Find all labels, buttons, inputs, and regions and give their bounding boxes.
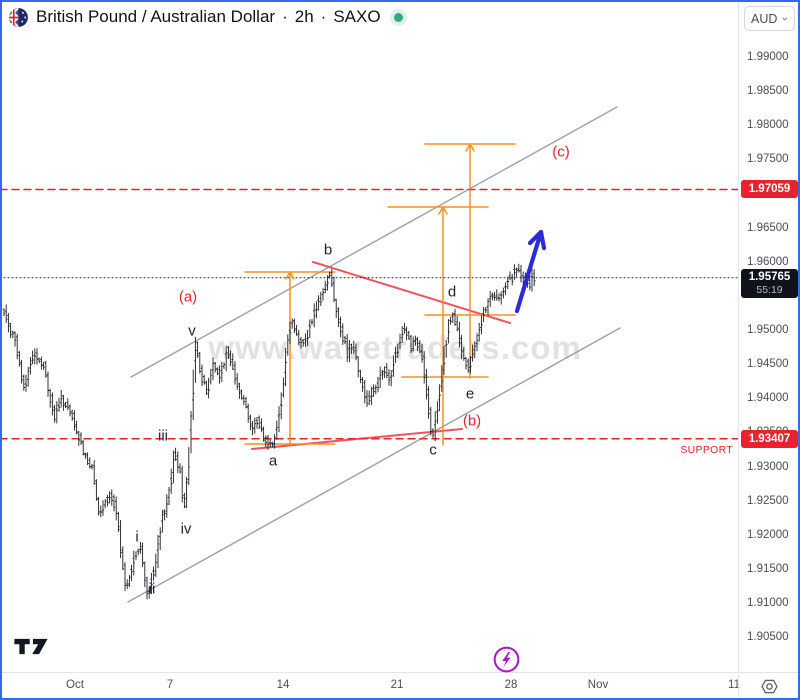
red-trend-lines <box>251 261 511 450</box>
price-tick: 1.96500 <box>747 222 789 234</box>
measurement-lines <box>244 143 516 446</box>
level-badge-support: 1.93407 <box>741 430 798 448</box>
price-tick: 1.92500 <box>747 495 789 507</box>
price-tick: 1.91500 <box>747 563 789 575</box>
level-badge-upper: 1.97059 <box>741 180 798 198</box>
price-tick: 1.97500 <box>747 153 789 165</box>
watermark: www.wavetraders.com <box>208 329 582 366</box>
time-tick: Nov <box>587 679 609 691</box>
chart-canvas[interactable] <box>0 0 738 672</box>
price-tick: 1.98000 <box>747 119 789 131</box>
price-bars <box>2 263 536 600</box>
tradingview-logo[interactable] <box>13 635 49 663</box>
time-tick: 14 <box>276 679 290 691</box>
current-price-badge: 1.95765 55:19 <box>741 269 798 298</box>
symbol-legend[interactable]: British Pound / Australian Dollar · 2h ·… <box>9 7 403 27</box>
separator: · <box>282 7 288 26</box>
time-tick: 7 <box>166 679 174 691</box>
chart-pane[interactable]: www.wavetraders.com i ii iii iv v a b c d e (a) (b)… <box>0 0 738 672</box>
time-tick: 28 <box>504 679 518 691</box>
price-tick: 1.93000 <box>747 461 789 473</box>
impulse-arrow <box>514 229 547 314</box>
price-tick: 1.99000 <box>747 51 789 63</box>
horizontal-levels <box>0 188 738 440</box>
market-status-icon[interactable] <box>393 12 403 22</box>
time-tick: 21 <box>390 679 404 691</box>
price-axis[interactable]: AUD 1.99000 1.98500 1.98000 1.97500 1.96500 1… <box>738 0 800 672</box>
support-label: SUPPORT <box>680 444 733 456</box>
price-tick: 1.90500 <box>747 631 789 643</box>
price-tick: 1.96000 <box>747 256 789 268</box>
channel-lines <box>127 106 621 603</box>
symbol-interval: 2h <box>294 7 314 26</box>
current-price-value: 1.95765 <box>748 271 791 283</box>
currency-button[interactable]: AUD <box>744 6 795 31</box>
bar-countdown: 55:19 <box>756 284 783 296</box>
chevron-down-icon <box>782 16 788 21</box>
symbol-name: British Pound / Australian Dollar <box>36 7 276 26</box>
price-tick: 1.91000 <box>747 597 789 609</box>
symbol-exchange: SAXO <box>333 7 381 26</box>
currency-label: AUD <box>751 11 778 26</box>
axis-settings-icon[interactable] <box>738 673 800 699</box>
symbol-flag-icon <box>9 7 28 27</box>
separator: · <box>320 7 327 26</box>
price-tick: 1.98500 <box>747 85 789 97</box>
price-tick: 1.92000 <box>747 529 789 541</box>
price-tick: 1.94000 <box>747 392 789 404</box>
price-tick: 1.95000 <box>747 324 789 336</box>
time-axis[interactable]: Oct 7 14 21 28 Nov 11 <box>0 672 800 699</box>
economic-event-icon[interactable] <box>493 646 520 678</box>
time-tick: Oct <box>66 679 84 691</box>
price-tick: 1.94500 <box>747 358 789 370</box>
time-tick: 11 <box>728 679 740 691</box>
